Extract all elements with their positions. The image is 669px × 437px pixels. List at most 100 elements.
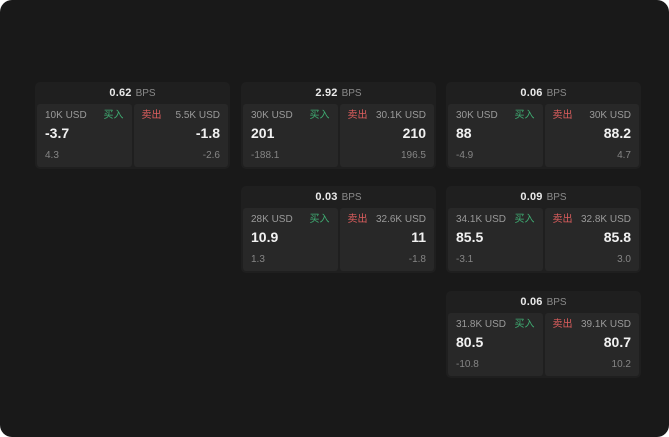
bps-unit-label: BPS xyxy=(135,87,156,99)
sell-sub-value: 10.2 xyxy=(611,359,631,370)
bps-value: 0.06 xyxy=(520,87,543,99)
sell-top-row: 卖出 30K USD xyxy=(553,110,632,122)
buy-top-row: 30K USD 买入 xyxy=(456,110,535,122)
bps-header: 0.03 BPS xyxy=(241,186,436,208)
quote-card: 0.06 BPS 31.8K USD 买入 80.5 -10.8 卖出 39.1… xyxy=(446,291,641,378)
buy-label[interactable]: 买入 xyxy=(103,110,124,121)
buy-label[interactable]: 买入 xyxy=(309,214,330,225)
buy-top-row: 34.1K USD 买入 xyxy=(456,214,535,226)
sell-amount: 30K USD xyxy=(589,110,631,121)
sell-panel[interactable]: 卖出 39.1K USD 80.7 10.2 xyxy=(544,313,639,376)
sell-price: 210 xyxy=(402,125,426,141)
sell-panel[interactable]: 卖出 32.8K USD 85.8 3.0 xyxy=(544,208,639,271)
sell-top-row: 卖出 32.6K USD xyxy=(348,214,427,226)
sell-price: 85.8 xyxy=(603,229,631,245)
buy-price: 80.5 xyxy=(456,334,484,350)
sell-amount: 32.6K USD xyxy=(375,214,426,225)
buy-sub-value: -188.1 xyxy=(251,150,280,161)
sell-top-row: 卖出 5.5K USD xyxy=(142,110,221,122)
bps-value: 0.03 xyxy=(315,191,338,203)
quote-panels: 10K USD 买入 -3.7 4.3 卖出 5.5K USD -1.8 -2.… xyxy=(35,104,230,169)
buy-top-row: 28K USD 买入 xyxy=(251,214,330,226)
bps-header: 0.09 BPS xyxy=(446,186,641,208)
sell-panel[interactable]: 卖出 5.5K USD -1.8 -2.6 xyxy=(133,104,228,167)
buy-panel[interactable]: 30K USD 买入 201 -188.1 xyxy=(243,104,338,167)
buy-label[interactable]: 买入 xyxy=(514,110,535,121)
sell-amount: 32.8K USD xyxy=(580,214,631,225)
buy-sub-value: 4.3 xyxy=(45,150,59,161)
sell-panel[interactable]: 卖出 30K USD 88.2 4.7 xyxy=(544,104,639,167)
buy-top-row: 31.8K USD 买入 xyxy=(456,319,535,331)
buy-top-row: 10K USD 买入 xyxy=(45,110,124,122)
quote-panels: 30K USD 买入 201 -188.1 卖出 30.1K USD 210 1… xyxy=(241,104,436,169)
bps-header: 0.62 BPS xyxy=(35,82,230,104)
sell-price: 88.2 xyxy=(603,125,631,141)
sell-price: -1.8 xyxy=(195,125,220,141)
buy-panel[interactable]: 31.8K USD 买入 80.5 -10.8 xyxy=(448,313,543,376)
quote-card: 0.62 BPS 10K USD 买入 -3.7 4.3 卖出 5.5K USD… xyxy=(35,82,230,169)
bps-unit-label: BPS xyxy=(546,191,567,203)
quote-card: 0.09 BPS 34.1K USD 买入 85.5 -3.1 卖出 32.8K… xyxy=(446,186,641,273)
buy-sub-value: -3.1 xyxy=(456,254,474,265)
sell-amount: 5.5K USD xyxy=(175,110,220,121)
bps-header: 2.92 BPS xyxy=(241,82,436,104)
buy-price: 201 xyxy=(251,125,275,141)
quote-card: 0.03 BPS 28K USD 买入 10.9 1.3 卖出 32.6K US… xyxy=(241,186,436,273)
buy-panel[interactable]: 10K USD 买入 -3.7 4.3 xyxy=(37,104,132,167)
buy-amount: 28K USD xyxy=(251,214,293,225)
buy-amount: 30K USD xyxy=(456,110,498,121)
bps-unit-label: BPS xyxy=(341,191,362,203)
quote-panels: 31.8K USD 买入 80.5 -10.8 卖出 39.1K USD 80.… xyxy=(446,313,641,378)
sell-sub-value: 3.0 xyxy=(617,254,631,265)
buy-price: 88 xyxy=(456,125,472,141)
buy-sub-value: 1.3 xyxy=(251,254,265,265)
buy-amount: 10K USD xyxy=(45,110,87,121)
bps-unit-label: BPS xyxy=(341,87,362,99)
buy-price: -3.7 xyxy=(45,125,70,141)
buy-label[interactable]: 买入 xyxy=(514,319,535,330)
buy-sub-value: -10.8 xyxy=(456,359,479,370)
quote-panels: 34.1K USD 买入 85.5 -3.1 卖出 32.8K USD 85.8… xyxy=(446,208,641,273)
buy-amount: 30K USD xyxy=(251,110,293,121)
buy-panel[interactable]: 30K USD 买入 88 -4.9 xyxy=(448,104,543,167)
quote-card: 0.06 BPS 30K USD 买入 88 -4.9 卖出 30K USD 8… xyxy=(446,82,641,169)
sell-price: 80.7 xyxy=(603,334,631,350)
sell-price: 11 xyxy=(411,229,426,245)
sell-label[interactable]: 卖出 xyxy=(347,214,368,225)
quote-panels: 28K USD 买入 10.9 1.3 卖出 32.6K USD 11 -1.8 xyxy=(241,208,436,273)
sell-sub-value: -2.6 xyxy=(202,150,220,161)
buy-amount: 34.1K USD xyxy=(456,214,507,225)
sell-sub-value: -1.8 xyxy=(408,254,426,265)
bps-unit-label: BPS xyxy=(546,87,567,99)
sell-amount: 39.1K USD xyxy=(580,319,631,330)
sell-label[interactable]: 卖出 xyxy=(347,110,368,121)
bps-value: 0.06 xyxy=(520,296,543,308)
buy-amount: 31.8K USD xyxy=(456,319,507,330)
sell-top-row: 卖出 32.8K USD xyxy=(553,214,632,226)
bps-value: 0.09 xyxy=(520,191,543,203)
sell-sub-value: 196.5 xyxy=(400,150,426,161)
sell-label[interactable]: 卖出 xyxy=(552,319,573,330)
buy-top-row: 30K USD 买入 xyxy=(251,110,330,122)
bps-unit-label: BPS xyxy=(546,296,567,308)
sell-panel[interactable]: 卖出 30.1K USD 210 196.5 xyxy=(339,104,434,167)
quote-panels: 30K USD 买入 88 -4.9 卖出 30K USD 88.2 4.7 xyxy=(446,104,641,169)
quote-card: 2.92 BPS 30K USD 买入 201 -188.1 卖出 30.1K … xyxy=(241,82,436,169)
sell-panel[interactable]: 卖出 32.6K USD 11 -1.8 xyxy=(339,208,434,271)
bps-header: 0.06 BPS xyxy=(446,82,641,104)
sell-top-row: 卖出 30.1K USD xyxy=(348,110,427,122)
buy-label[interactable]: 买入 xyxy=(309,110,330,121)
sell-label[interactable]: 卖出 xyxy=(141,110,162,121)
buy-price: 85.5 xyxy=(456,229,484,245)
sell-label[interactable]: 卖出 xyxy=(552,110,573,121)
sell-label[interactable]: 卖出 xyxy=(552,214,573,225)
buy-panel[interactable]: 28K USD 买入 10.9 1.3 xyxy=(243,208,338,271)
sell-amount: 30.1K USD xyxy=(375,110,426,121)
bps-value: 2.92 xyxy=(315,87,338,99)
bps-header: 0.06 BPS xyxy=(446,291,641,313)
buy-price: 10.9 xyxy=(251,229,279,245)
bps-value: 0.62 xyxy=(109,87,132,99)
buy-panel[interactable]: 34.1K USD 买入 85.5 -3.1 xyxy=(448,208,543,271)
buy-label[interactable]: 买入 xyxy=(514,214,535,225)
